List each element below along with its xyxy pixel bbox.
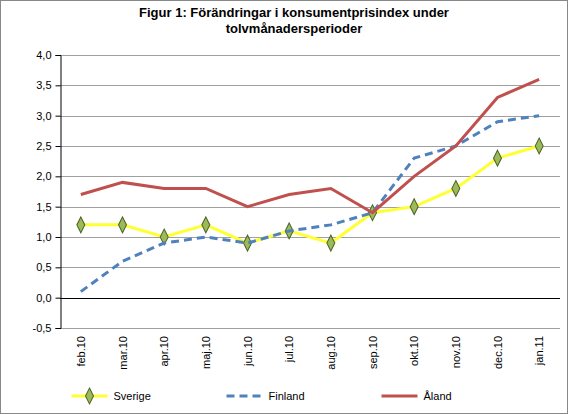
x-tick-label: okt.10 [408, 336, 420, 366]
x-tick: sep.10 [367, 328, 379, 369]
y-tick-mark [56, 298, 61, 299]
y-tick-label: 2,5 [36, 140, 51, 152]
marker [535, 138, 543, 154]
y-tick: 2,5 [36, 140, 60, 152]
y-tick-mark [56, 55, 61, 56]
y-axis-line [56, 56, 62, 329]
y-tick-mark [56, 237, 61, 238]
series-line [81, 79, 539, 212]
x-tick: nov.10 [450, 328, 462, 368]
y-tick-label: 2,0 [36, 170, 51, 182]
legend-label: Åland [424, 390, 452, 402]
x-tick: jul.10 [283, 328, 295, 363]
y-tick: 3,5 [36, 79, 60, 91]
y-tick-label: 4,0 [36, 49, 51, 61]
x-tick: feb.10 [75, 328, 87, 367]
x-tick-label: aug.10 [325, 336, 337, 370]
y-tick-mark [56, 176, 61, 177]
grid-line [60, 176, 560, 177]
grid-line [60, 85, 560, 86]
grid-line [60, 146, 560, 147]
y-tick: 1,0 [36, 231, 60, 243]
y-tick-mark [56, 267, 61, 268]
x-tick: mar.10 [117, 328, 129, 370]
legend-item: Åland [382, 390, 452, 402]
series-line [81, 146, 539, 243]
x-tick: maj.10 [200, 328, 212, 369]
x-tick: dec.10 [492, 328, 504, 369]
x-axis-line [61, 328, 561, 329]
x-tick-label: nov.10 [450, 336, 462, 368]
y-tick-mark [56, 146, 61, 147]
y-tick-mark [56, 85, 61, 86]
x-tick-label: jan.11 [533, 336, 545, 366]
legend-item: Sverige [72, 388, 151, 404]
x-tick: okt.10 [408, 328, 420, 366]
x-tick-label: apr.10 [158, 336, 170, 367]
y-tick: -0,5 [33, 322, 61, 334]
marker [77, 217, 85, 233]
grid-line [60, 298, 560, 299]
chart-border [1, 1, 568, 414]
y-tick-label: 0,5 [36, 261, 51, 273]
legend-label: Sverige [114, 390, 151, 402]
y-tick-label: 3,0 [36, 110, 51, 122]
x-tick-label: jul.10 [283, 336, 295, 363]
y-tick-label: -0,5 [33, 322, 52, 334]
chart: Figur 1: Förändringar i konsumentprisind… [0, 0, 568, 414]
x-tick-label: mar.10 [117, 336, 129, 370]
legend-swatch [382, 395, 418, 398]
y-tick-label: 0,0 [36, 292, 51, 304]
series-line [81, 116, 539, 292]
legend: Sverige Finland Åland [72, 388, 452, 404]
grid-line [60, 328, 560, 329]
marker [202, 217, 210, 233]
y-tick: 4,0 [36, 49, 60, 61]
y-tick: 2,0 [36, 170, 60, 182]
y-tick-mark [56, 328, 61, 329]
x-tick-label: feb.10 [75, 336, 87, 367]
y-tick: 0,5 [36, 261, 60, 273]
x-tick-label: jun.10 [242, 336, 254, 367]
x-tick: apr.10 [158, 328, 170, 367]
grid-line [60, 267, 560, 268]
legend-item: Finland [227, 390, 305, 402]
plot-area [77, 79, 543, 291]
y-axis: -0,5 0,0 0,5 1,0 1,5 2,0 2,5 3,0 3,5 4,0 [33, 49, 61, 334]
legend-label: Finland [269, 390, 305, 402]
marker [119, 217, 127, 233]
x-axis: feb.10 mar.10 apr.10 maj.10 jun.10 jul.10 aug.… [61, 328, 561, 370]
marker [494, 150, 502, 166]
y-tick: 0,0 [36, 292, 60, 304]
y-tick-label: 1,0 [36, 231, 51, 243]
x-tick: jun.10 [242, 328, 254, 367]
grid-line [60, 116, 560, 117]
legend-marker [86, 388, 94, 404]
y-tick-mark [56, 207, 61, 208]
title: Figur 1: Förändringar i konsumentprisind… [139, 5, 449, 36]
x-tick-label: dec.10 [492, 336, 504, 369]
y-tick: 3,0 [36, 110, 60, 122]
y-tick: 1,5 [36, 201, 60, 213]
grid-line [60, 55, 560, 56]
legend-swatch [227, 395, 263, 398]
x-tick: aug.10 [325, 328, 337, 370]
x-tick: jan.11 [533, 328, 545, 366]
grid [60, 56, 560, 329]
y-tick-label: 1,5 [36, 201, 51, 213]
marker [452, 181, 460, 197]
marker [327, 235, 335, 251]
marker [410, 199, 418, 215]
x-tick-label: sep.10 [367, 336, 379, 369]
grid-line [60, 207, 560, 208]
y-tick-mark [56, 116, 61, 117]
x-tick-label: maj.10 [200, 336, 212, 369]
y-tick-label: 3,5 [36, 79, 51, 91]
